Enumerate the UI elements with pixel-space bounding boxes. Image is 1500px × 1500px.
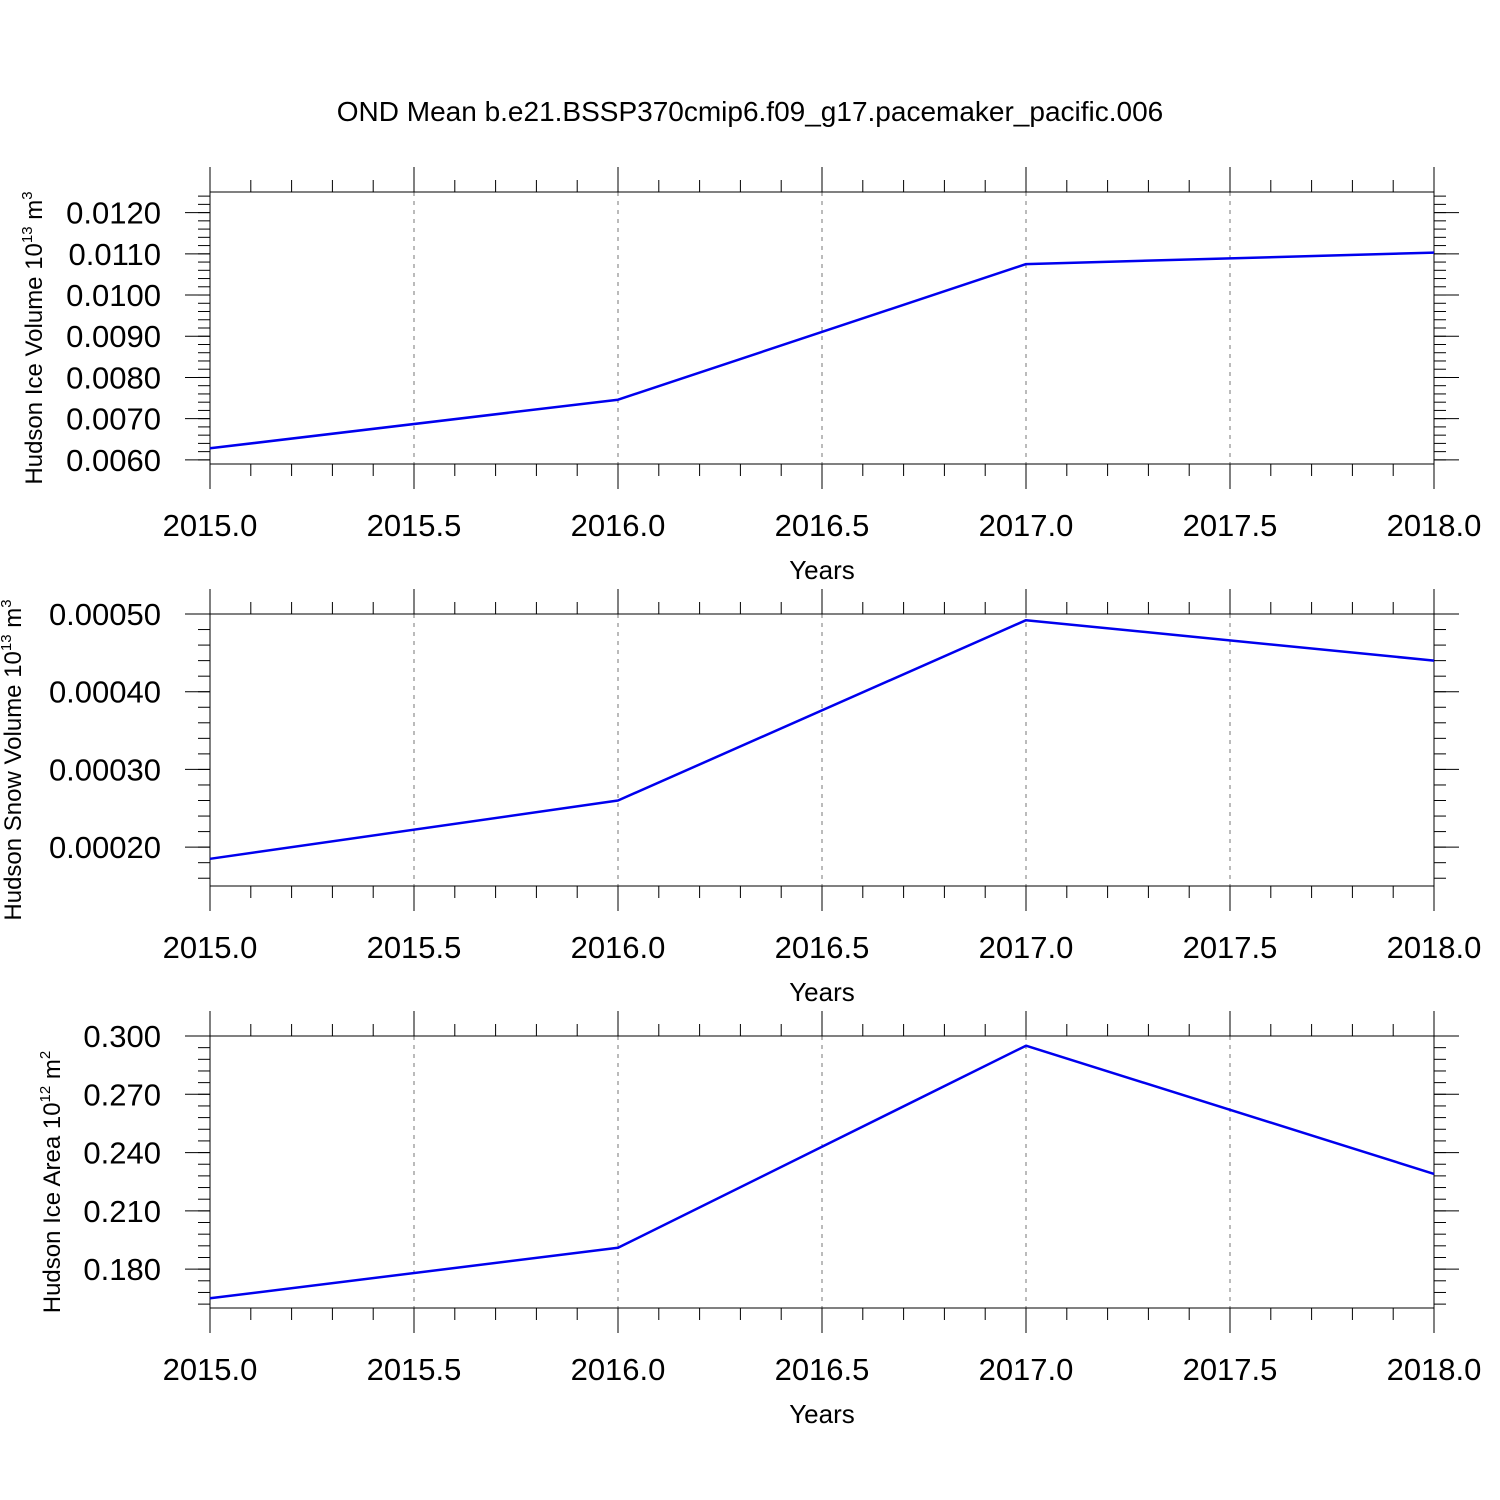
y-axis-label-exponent: 13 xyxy=(0,634,15,651)
x-tick-label: 2018.0 xyxy=(1387,1352,1482,1387)
y-tick-label: 0.0060 xyxy=(66,443,161,478)
y-tick-label: 0.00030 xyxy=(49,752,161,787)
panel-3: 2015.0 2015.5 2016.0 2016.5 2017.0 2017.5 2018… xyxy=(37,1011,1481,1429)
plot-frame xyxy=(209,613,1435,887)
x-tick-label: 2015.5 xyxy=(367,1352,462,1387)
x-tick-label: 2016.0 xyxy=(571,1352,666,1387)
x-tick-label: 2015.5 xyxy=(367,508,462,543)
y-axis-label-text: m xyxy=(21,200,48,227)
y-tick-label: 0.0080 xyxy=(66,360,161,395)
y-tick-label: 0.180 xyxy=(83,1252,161,1287)
y-axis-label: Hudson Ice Area 1012 m2 xyxy=(37,1051,66,1314)
panel-1: 2015.0 2015.5 2016.0 2016.5 2017.0 2017.5 2018… xyxy=(19,167,1481,585)
y-tick-label: 0.00040 xyxy=(49,675,161,710)
x-tick-label: 2016.5 xyxy=(775,508,870,543)
x-tick-label: 2016.5 xyxy=(775,930,870,965)
y-axis-label-text: Hudson Snow Volume 10 xyxy=(0,651,27,921)
y-tick-label: 0.00020 xyxy=(49,830,161,865)
x-tick-label: 2016.0 xyxy=(571,930,666,965)
figure-title: OND Mean b.e21.BSSP370cmip6.f09_g17.pace… xyxy=(337,96,1164,127)
x-axis-label: Years xyxy=(789,1399,855,1429)
y-axis-label-text: Hudson Ice Area 10 xyxy=(39,1102,66,1313)
y-axis-label: Hudson Snow Volume 1013 m3 xyxy=(0,599,27,920)
y-axis-label-text: Hudson Ice Volume 10 xyxy=(21,243,48,485)
y-tick-label: 0.0110 xyxy=(68,237,161,272)
x-tick-label: 2016.0 xyxy=(571,508,666,543)
y-axis-label-text: m xyxy=(39,1059,66,1086)
y-axis-label-exponent: 13 xyxy=(19,226,36,243)
y-tick-label: 0.300 xyxy=(83,1019,161,1054)
y-tick-label: 0.0070 xyxy=(66,402,161,437)
y-tick-label: 0.0090 xyxy=(66,319,161,354)
x-tick-label: 2017.0 xyxy=(979,1352,1074,1387)
x-tick-label: 2015.0 xyxy=(163,1352,258,1387)
y-axis-label-exponent: 12 xyxy=(37,1086,54,1103)
y-tick-label: 0.270 xyxy=(83,1077,161,1112)
series-line xyxy=(209,618,1435,861)
y-axis-label-text: m xyxy=(0,608,27,635)
x-tick-label: 2017.0 xyxy=(979,508,1074,543)
x-tick-label: 2017.5 xyxy=(1183,508,1278,543)
y-axis-label: Hudson Ice Volume 1013 m3 xyxy=(19,191,48,484)
series-line xyxy=(209,1044,1435,1300)
y-tick-label: 0.210 xyxy=(83,1194,161,1229)
y-tick-label: 0.00050 xyxy=(49,597,161,632)
plot-frame xyxy=(209,191,1435,465)
x-tick-label: 2017.5 xyxy=(1183,1352,1278,1387)
y-axis-label-exponent: 2 xyxy=(37,1051,54,1059)
x-tick-label: 2018.0 xyxy=(1387,930,1482,965)
x-tick-label: 2015.5 xyxy=(367,930,462,965)
x-tick-label: 2015.0 xyxy=(163,508,258,543)
y-axis-label-exponent: 3 xyxy=(19,191,36,199)
x-tick-label: 2018.0 xyxy=(1387,508,1482,543)
series-line xyxy=(209,251,1435,450)
panel-2: 2015.0 2015.5 2016.0 2016.5 2017.0 2017.5 2018… xyxy=(0,589,1481,1007)
y-tick-label: 0.240 xyxy=(83,1136,161,1171)
x-axis-label: Years xyxy=(789,555,855,585)
y-axis-label-exponent: 3 xyxy=(0,599,15,607)
x-tick-label: 2015.0 xyxy=(163,930,258,965)
x-tick-label: 2017.5 xyxy=(1183,930,1278,965)
y-tick-label: 0.0100 xyxy=(66,278,161,313)
x-tick-label: 2016.5 xyxy=(775,1352,870,1387)
x-tick-label: 2017.0 xyxy=(979,930,1074,965)
plot-frame xyxy=(209,1035,1435,1309)
x-axis-label: Years xyxy=(789,977,855,1007)
y-tick-label: 0.0120 xyxy=(66,196,161,231)
